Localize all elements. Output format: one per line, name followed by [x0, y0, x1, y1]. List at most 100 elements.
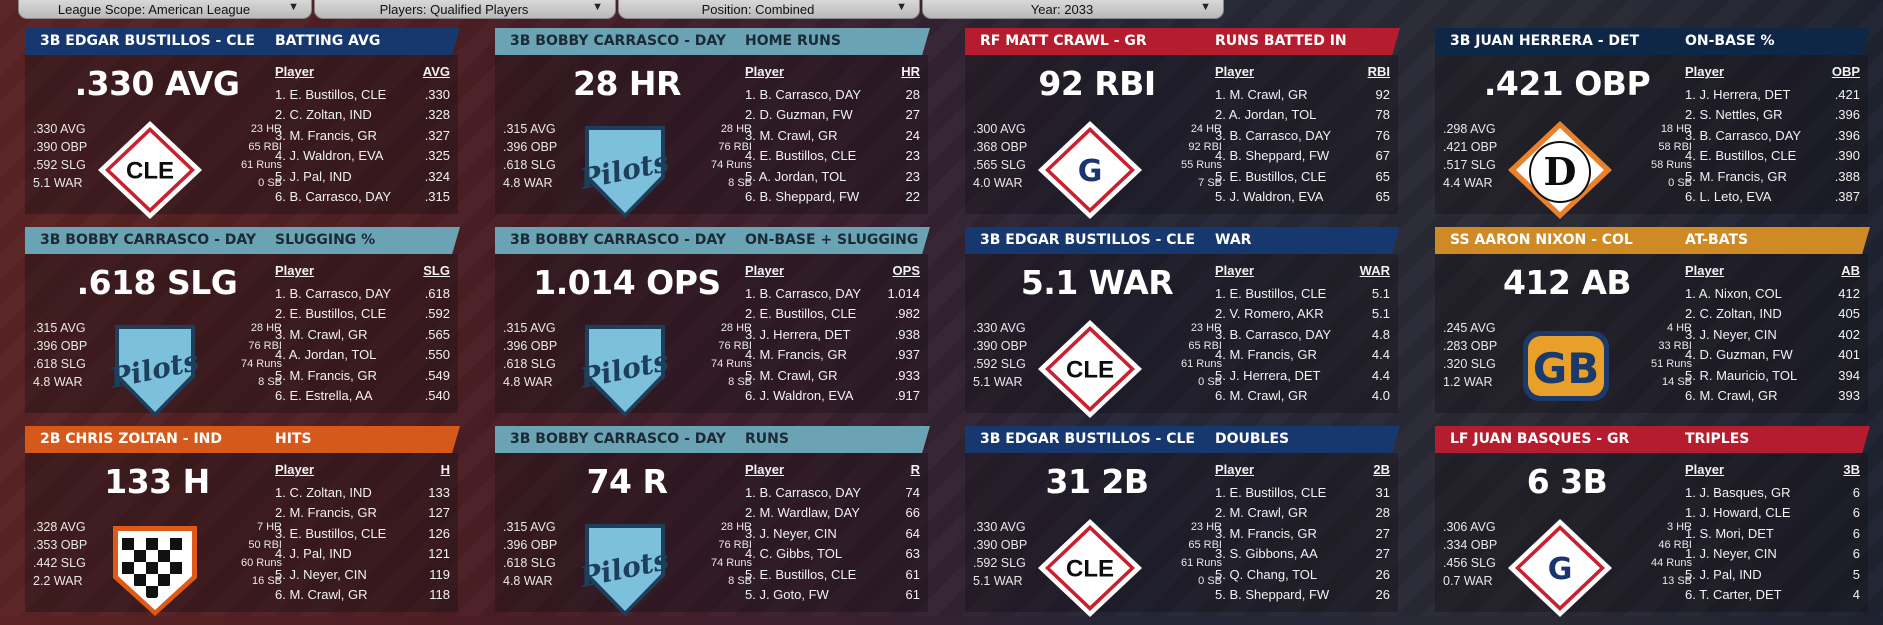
leader-row[interactable]: 5. J. Goto, FW 61: [745, 585, 920, 606]
leader-row[interactable]: 4. C. Gibbs, TOL 63: [745, 544, 920, 565]
leader-row[interactable]: 6. B. Sheppard, FW 22: [745, 187, 920, 208]
stat-column-header[interactable]: 3B: [1843, 462, 1860, 477]
stat-column-header[interactable]: H: [440, 462, 450, 477]
card-header[interactable]: 3B BOBBY CARRASCO - DAY ON-BASE + SLUGGI…: [495, 227, 930, 254]
leader-row[interactable]: 1. B. Carrasco, DAY 1.014: [745, 283, 920, 304]
featured-player[interactable]: 3B BOBBY CARRASCO - DAY: [510, 232, 727, 248]
leader-row[interactable]: 6. M. Crawl, GR 118: [275, 585, 450, 606]
leader-row[interactable]: 5. R. Mauricio, TOL 394: [1685, 365, 1860, 386]
card-header[interactable]: 2B CHRIS ZOLTAN - IND HITS: [25, 426, 460, 453]
leader-row[interactable]: 4. D. Guzman, FW 401: [1685, 345, 1860, 366]
player-column-header[interactable]: Player: [275, 462, 315, 477]
player-column-header[interactable]: Player: [1685, 64, 1725, 79]
leader-row[interactable]: 5. J. Neyer, CIN 119: [275, 564, 450, 585]
leader-row[interactable]: 1. S. Mori, DET 6: [1685, 523, 1860, 544]
leader-row[interactable]: 3. J. Herrera, DET .938: [745, 324, 920, 345]
stat-column-header[interactable]: OPS: [892, 263, 920, 278]
leader-row[interactable]: 2. M. Francis, GR 127: [275, 503, 450, 524]
leader-row[interactable]: 3. S. Gibbons, AA 27: [1215, 544, 1390, 565]
players-dropdown[interactable]: Players: Qualified Players ▼: [314, 0, 616, 19]
card-header[interactable]: RF MATT CRAWL - GR RUNS BATTED IN: [965, 28, 1400, 55]
leader-row[interactable]: 3. J. Neyer, CIN 64: [745, 523, 920, 544]
leader-row[interactable]: 4. A. Jordan, TOL .550: [275, 345, 450, 366]
player-column-header[interactable]: Player: [745, 64, 785, 79]
leader-row[interactable]: 3. J. Neyer, CIN 402: [1685, 324, 1860, 345]
card-header[interactable]: 3B BOBBY CARRASCO - DAY RUNS: [495, 426, 930, 453]
featured-player[interactable]: LF JUAN BASQUES - GR: [1450, 431, 1630, 447]
player-column-header[interactable]: Player: [1685, 462, 1725, 477]
player-column-header[interactable]: Player: [745, 263, 785, 278]
card-header[interactable]: 3B EDGAR BUSTILLOS - CLE WAR: [965, 227, 1400, 254]
leader-row[interactable]: 2. M. Wardlaw, DAY 66: [745, 503, 920, 524]
leader-row[interactable]: 6. M. Crawl, GR 393: [1685, 386, 1860, 407]
stat-column-header[interactable]: 2B: [1373, 462, 1390, 477]
leader-row[interactable]: 3. M. Francis, GR 27: [1215, 523, 1390, 544]
card-header[interactable]: SS AARON NIXON - COL AT-BATS: [1435, 227, 1870, 254]
leader-row[interactable]: 4. J. Waldron, EVA .325: [275, 146, 450, 167]
leader-row[interactable]: 5. M. Crawl, GR .933: [745, 365, 920, 386]
stat-column-header[interactable]: HR: [901, 64, 920, 79]
player-column-header[interactable]: Player: [1215, 462, 1255, 477]
player-column-header[interactable]: Player: [275, 64, 315, 79]
leader-row[interactable]: 1. B. Carrasco, DAY .618: [275, 283, 450, 304]
leader-row[interactable]: 2. E. Bustillos, CLE .982: [745, 304, 920, 325]
leader-row[interactable]: 1. A. Nixon, COL 412: [1685, 283, 1860, 304]
leader-row[interactable]: 4. B. Sheppard, FW 67: [1215, 146, 1390, 167]
card-header[interactable]: 3B BOBBY CARRASCO - DAY SLUGGING %: [25, 227, 460, 254]
leader-row[interactable]: 6. J. Waldron, EVA .917: [745, 386, 920, 407]
card-header[interactable]: 3B BOBBY CARRASCO - DAY HOME RUNS: [495, 28, 930, 55]
player-column-header[interactable]: Player: [1215, 64, 1255, 79]
featured-player[interactable]: 3B JUAN HERRERA - DET: [1450, 33, 1640, 49]
stat-column-header[interactable]: R: [910, 462, 920, 477]
leader-row[interactable]: 2. E. Bustillos, CLE .592: [275, 304, 450, 325]
player-column-header[interactable]: Player: [745, 462, 785, 477]
leader-row[interactable]: 3. B. Carrasco, DAY .396: [1685, 125, 1860, 146]
leader-row[interactable]: 3. M. Francis, GR .327: [275, 125, 450, 146]
leader-row[interactable]: 6. L. Leto, EVA .387: [1685, 187, 1860, 208]
featured-player[interactable]: 3B BOBBY CARRASCO - DAY: [40, 232, 257, 248]
leader-row[interactable]: 5. J. Pal, IND 5: [1685, 564, 1860, 585]
leader-row[interactable]: 1. E. Bustillos, CLE 31: [1215, 482, 1390, 503]
player-column-header[interactable]: Player: [1685, 263, 1725, 278]
leader-row[interactable]: 6. E. Estrella, AA .540: [275, 386, 450, 407]
position-dropdown[interactable]: Position: Combined ▼: [618, 0, 920, 19]
leader-row[interactable]: 5. J. Herrera, DET 4.4: [1215, 365, 1390, 386]
card-header[interactable]: LF JUAN BASQUES - GR TRIPLES: [1435, 426, 1870, 453]
leader-row[interactable]: 6. B. Carrasco, DAY .315: [275, 187, 450, 208]
leader-row[interactable]: 1. C. Zoltan, IND 133: [275, 482, 450, 503]
leader-row[interactable]: 1. B. Carrasco, DAY 28: [745, 84, 920, 105]
card-header[interactable]: 3B JUAN HERRERA - DET ON-BASE %: [1435, 28, 1870, 55]
player-column-header[interactable]: Player: [1215, 263, 1255, 278]
stat-column-header[interactable]: SLG: [423, 263, 450, 278]
leader-row[interactable]: 5. A. Jordan, TOL 23: [745, 166, 920, 187]
leader-row[interactable]: 5. J. Waldron, EVA 65: [1215, 187, 1390, 208]
leader-row[interactable]: 3. E. Bustillos, CLE 126: [275, 523, 450, 544]
featured-player[interactable]: 2B CHRIS ZOLTAN - IND: [40, 431, 222, 447]
stat-column-header[interactable]: WAR: [1359, 263, 1390, 278]
stat-column-header[interactable]: AB: [1841, 263, 1860, 278]
featured-player[interactable]: SS AARON NIXON - COL: [1450, 232, 1633, 248]
leader-row[interactable]: 4. E. Bustillos, CLE .390: [1685, 146, 1860, 167]
leader-row[interactable]: 3. B. Carrasco, DAY 76: [1215, 125, 1390, 146]
leader-row[interactable]: 5. E. Bustillos, CLE 61: [745, 564, 920, 585]
featured-player[interactable]: 3B EDGAR BUSTILLOS - CLE: [980, 232, 1195, 248]
leader-row[interactable]: 2. D. Guzman, FW 27: [745, 105, 920, 126]
card-header[interactable]: 3B EDGAR BUSTILLOS - CLE BATTING AVG: [25, 28, 460, 55]
leader-row[interactable]: 4. M. Francis, GR 4.4: [1215, 345, 1390, 366]
stat-column-header[interactable]: OBP: [1831, 64, 1860, 79]
stat-column-header[interactable]: AVG: [422, 64, 450, 79]
leader-row[interactable]: 2. S. Nettles, GR .396: [1685, 105, 1860, 126]
leader-row[interactable]: 1. E. Bustillos, CLE 5.1: [1215, 283, 1390, 304]
featured-player[interactable]: 3B BOBBY CARRASCO - DAY: [510, 33, 727, 49]
leader-row[interactable]: 3. M. Crawl, GR .565: [275, 324, 450, 345]
leader-row[interactable]: 2. C. Zoltan, IND .328: [275, 105, 450, 126]
leader-row[interactable]: 5. E. Bustillos, CLE 65: [1215, 166, 1390, 187]
leader-row[interactable]: 5. B. Sheppard, FW 26: [1215, 585, 1390, 606]
leader-row[interactable]: 4. J. Pal, IND 121: [275, 544, 450, 565]
featured-player[interactable]: RF MATT CRAWL - GR: [980, 33, 1147, 49]
leader-row[interactable]: 1. J. Neyer, CIN 6: [1685, 544, 1860, 565]
leader-row[interactable]: 4. M. Francis, GR .937: [745, 345, 920, 366]
card-header[interactable]: 3B EDGAR BUSTILLOS - CLE DOUBLES: [965, 426, 1400, 453]
leader-row[interactable]: 2. V. Romero, AKR 5.1: [1215, 304, 1390, 325]
featured-player[interactable]: 3B EDGAR BUSTILLOS - CLE: [40, 33, 255, 49]
